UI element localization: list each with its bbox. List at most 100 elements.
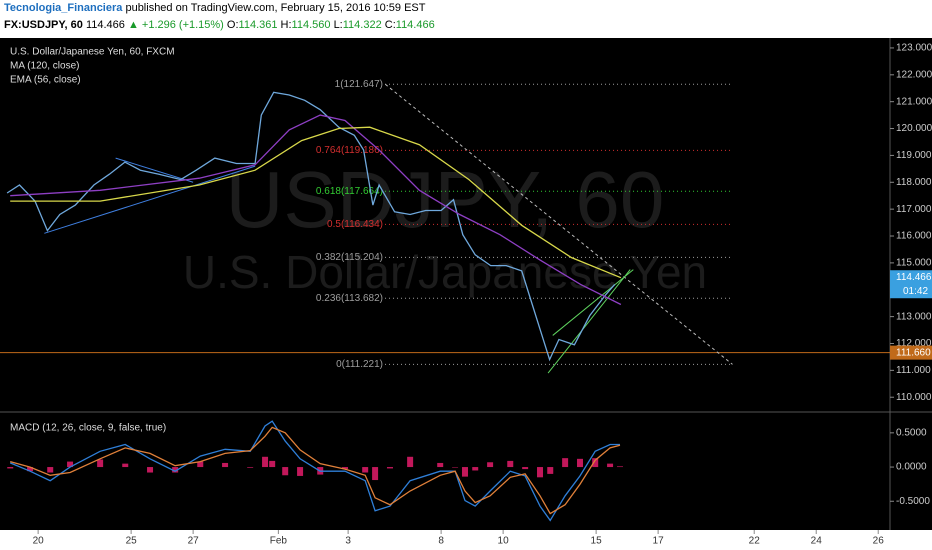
histogram-bar (407, 456, 414, 468)
countdown: 01:42 (903, 286, 928, 297)
y-tick-label: 123.000 (896, 43, 932, 54)
histogram-bar (522, 467, 529, 470)
histogram-bar (147, 467, 154, 473)
x-tick-label: 26 (873, 536, 885, 547)
background (0, 38, 932, 530)
price-line (10, 114, 622, 306)
histogram-bar (437, 462, 444, 468)
y-tick-label: 110.000 (896, 392, 932, 403)
fib-label: 1(121.647) (335, 79, 383, 90)
price-tag-label: 111.660 (896, 347, 931, 358)
fib-label: 0.618(117.664) (316, 186, 383, 197)
ohlc-value: 114.466 (395, 19, 435, 31)
trendline (385, 83, 733, 365)
y-tick-label: 122.000 (896, 69, 932, 80)
fib-label: 0.5(116.434) (327, 219, 383, 230)
histogram-bar (452, 467, 459, 468)
histogram-bar (472, 467, 479, 471)
x-tick-label: Feb (270, 536, 288, 547)
header: Tecnologia_Financiera published on Tradi… (0, 0, 932, 38)
ohlc-label: C: (384, 19, 396, 31)
y-tick-label: 0.0000 (896, 462, 927, 473)
macd-line (9, 420, 620, 522)
x-tick-label: 24 (811, 536, 823, 547)
ohlc-value: 114.560 (291, 19, 331, 31)
histogram-bar (547, 467, 554, 474)
macd-title: MACD (12, 26, close, 9, false, true) (10, 423, 166, 434)
x-tick-label: 3 (345, 536, 351, 547)
histogram-bar (507, 460, 514, 468)
histogram-bar (282, 467, 289, 476)
author[interactable]: Tecnologia_Financiera (4, 2, 123, 14)
price-tag (890, 345, 932, 360)
trendline (552, 269, 634, 336)
y-tick-label: 113.000 (896, 311, 932, 322)
histogram-bar (592, 458, 599, 468)
x-tick-label: 17 (653, 536, 665, 547)
ohlc-label: H: (280, 19, 292, 31)
ohlc-value: 114.361 (238, 19, 278, 31)
ohlc-label: L: (333, 19, 343, 31)
y-tick-label: -0.5000 (896, 496, 930, 507)
histogram-bar (487, 462, 494, 468)
date-axis-bg (0, 530, 932, 550)
watermark: USDJPY, 60 (226, 155, 665, 244)
legend-entry: MA (120, close) (10, 61, 79, 72)
x-tick-label: 25 (126, 536, 138, 547)
histogram-bar (197, 461, 204, 468)
histogram-bar (27, 467, 34, 472)
y-tick-label: 117.000 (896, 204, 932, 215)
price-tag-label: 114.466 (896, 272, 932, 283)
chart: USDJPY, 60U.S. Dollar/Japanese Yen 110.00… (0, 38, 932, 550)
macd-line (10, 426, 621, 515)
x-tick-label: 22 (749, 536, 761, 547)
trendline (44, 165, 256, 234)
histogram-bar (269, 460, 276, 468)
histogram-bar (47, 467, 54, 473)
fib-label: 0(111.221) (336, 359, 383, 370)
x-tick-label: 15 (591, 536, 603, 547)
histogram-bar (247, 467, 254, 468)
histogram-bar (577, 458, 584, 468)
x-tick-label: 27 (188, 536, 200, 547)
histogram-bar (537, 467, 544, 478)
y-tick-label: 112.000 (896, 338, 932, 349)
histogram-bar (342, 467, 349, 470)
x-tick-label: 10 (498, 536, 510, 547)
histogram-bar (372, 467, 379, 481)
histogram-bar (461, 467, 468, 477)
ohlc-label: O: (226, 19, 239, 31)
y-tick-label: 118.000 (896, 177, 932, 188)
fib-label: 0.382(115.204) (316, 252, 383, 263)
histogram-bar (616, 466, 623, 468)
x-tick-label: 20 (33, 536, 45, 547)
histogram-bar (607, 463, 614, 468)
price-line (6, 91, 616, 362)
histogram-bar (297, 467, 304, 476)
watermark: U.S. Dollar/Japanese Yen (183, 246, 707, 298)
trendline (115, 157, 194, 183)
histogram-bar (122, 463, 129, 468)
header-line: Tecnologia_Financiera published on Tradi… (4, 0, 932, 17)
trendline (547, 269, 631, 374)
y-tick-label: 0.5000 (896, 427, 927, 438)
histogram-bar (172, 467, 179, 473)
y-tick-label: 115.000 (896, 258, 932, 269)
legend-entry: EMA (56, close) (10, 75, 81, 86)
chart-title: U.S. Dollar/Japanese Yen, 60, FXCM (10, 47, 175, 58)
price-line (10, 126, 622, 279)
y-tick-label: 121.000 (896, 96, 932, 107)
fib-label: 0.236(113.682) (316, 293, 383, 304)
histogram-bar (67, 461, 74, 468)
last: 114.466 (85, 19, 125, 31)
histogram-bar (222, 462, 229, 468)
price-tag (890, 270, 932, 299)
y-tick-label: 120.000 (896, 123, 932, 134)
histogram-bar (386, 467, 393, 469)
histogram-bar (262, 456, 269, 468)
y-tick-label: 119.000 (896, 150, 932, 161)
histogram-bar (97, 459, 104, 468)
fib-label: 0.764(119.186) (316, 145, 383, 156)
published: published on TradingView.com, February 1… (125, 2, 426, 14)
